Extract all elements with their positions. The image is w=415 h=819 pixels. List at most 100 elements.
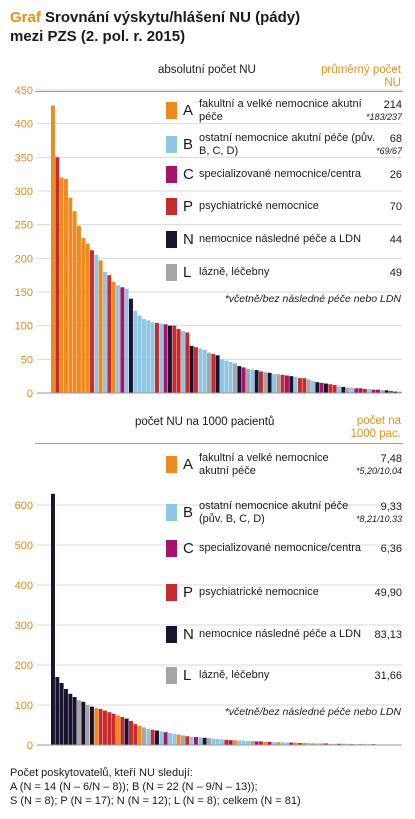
bar-L bbox=[77, 700, 81, 745]
y-tick-label: 150 bbox=[15, 287, 33, 299]
bar-C bbox=[254, 741, 259, 745]
legend-swatch bbox=[166, 198, 177, 215]
panel2-bar-chart: 0 100 200 300 400 500 600 bbox=[15, 493, 402, 752]
bar-B bbox=[150, 322, 155, 393]
y-tick-label: 300 bbox=[15, 620, 33, 632]
bar-P bbox=[185, 736, 190, 745]
bar-N bbox=[68, 693, 73, 745]
bar-B bbox=[189, 736, 194, 745]
bar-B bbox=[146, 729, 151, 745]
bar-P bbox=[133, 724, 138, 745]
bar-N bbox=[202, 737, 207, 745]
legend-name: ostatní nemocnice akutní péče (pův. B, C… bbox=[199, 132, 375, 157]
bar-A bbox=[81, 238, 86, 393]
bar-L bbox=[142, 727, 146, 745]
bar-N bbox=[254, 370, 259, 393]
bar-L bbox=[328, 743, 333, 745]
bar-N bbox=[384, 390, 389, 393]
bar-B bbox=[198, 348, 203, 393]
panel1-note: *včetně/bez následné péče nebo LDN bbox=[224, 293, 401, 305]
bar-P bbox=[259, 741, 263, 745]
bar-L bbox=[263, 372, 268, 393]
legend-letter: C bbox=[183, 166, 194, 183]
bar-P bbox=[328, 384, 333, 393]
bar-B bbox=[172, 733, 177, 745]
legend-value-main: 68 bbox=[389, 132, 402, 145]
title-line1: Srovnání výskytu/hlášení NU (pády) bbox=[45, 9, 301, 26]
bar-B bbox=[159, 731, 164, 745]
y-tick-label: 200 bbox=[15, 253, 33, 265]
bar-N bbox=[64, 689, 68, 745]
bar-B bbox=[124, 288, 129, 393]
legend-value: 70 bbox=[390, 201, 402, 213]
bar-B bbox=[220, 359, 224, 393]
bar-B bbox=[367, 388, 372, 393]
bar-L bbox=[397, 391, 402, 393]
panel2-note: *včetně/bez následné péče nebo LDN bbox=[224, 706, 401, 718]
legend-value-main: 214 bbox=[383, 98, 402, 111]
bar-P bbox=[155, 322, 159, 393]
bar-N bbox=[237, 366, 242, 393]
footer-line1: Počet poskytovatelů, kteří NU sledují: bbox=[10, 767, 193, 779]
bar-P bbox=[120, 717, 125, 745]
bar-B bbox=[224, 360, 229, 393]
bar-C bbox=[319, 382, 324, 393]
bar-B bbox=[215, 739, 220, 745]
bar-B bbox=[250, 369, 255, 393]
legend-value: 214 *183/237 bbox=[366, 99, 402, 123]
bar-A bbox=[293, 742, 298, 745]
bar-P bbox=[363, 388, 367, 393]
bar-P bbox=[172, 325, 177, 393]
bar-N bbox=[129, 298, 133, 393]
bar-B bbox=[94, 254, 99, 393]
bar-L bbox=[250, 741, 255, 745]
bar-N bbox=[189, 345, 194, 393]
bar-A bbox=[276, 742, 281, 745]
bar-N bbox=[51, 493, 55, 745]
bar-P bbox=[389, 390, 393, 393]
chart-title: Graf Srovnání výskytu/hlášení NU (pády) … bbox=[10, 8, 300, 46]
bar-A bbox=[94, 708, 99, 745]
legend-name: lázně, léčebny bbox=[199, 669, 270, 682]
bar-C bbox=[163, 324, 168, 393]
panel1-header-rule bbox=[35, 91, 403, 92]
bar-A bbox=[98, 260, 103, 393]
bar-A bbox=[116, 715, 120, 745]
bar-P bbox=[211, 353, 216, 393]
legend-value-main: 49,90 bbox=[374, 586, 402, 599]
legend-swatch bbox=[166, 102, 177, 119]
bar-C bbox=[371, 389, 376, 393]
legend-letter: L bbox=[183, 667, 192, 684]
bar-L bbox=[276, 374, 281, 393]
bar-A bbox=[341, 743, 346, 745]
bar-A bbox=[59, 177, 64, 393]
legend-swatch bbox=[166, 584, 177, 601]
legend-swatch bbox=[166, 667, 177, 684]
legend-value: 83,13 bbox=[374, 629, 402, 641]
bar-B bbox=[306, 743, 311, 745]
bar-A bbox=[68, 197, 73, 393]
legend-value-sub: *183/237 bbox=[365, 111, 402, 122]
bar-B bbox=[103, 271, 107, 393]
bar-B bbox=[168, 733, 172, 745]
bar-B bbox=[137, 315, 142, 393]
legend-letter: N bbox=[183, 626, 194, 643]
legend-name: fakultní a velké nemocnice akutní péče bbox=[199, 98, 362, 123]
legend-swatch bbox=[166, 166, 177, 183]
bar-A bbox=[64, 178, 68, 393]
legend-value-main: 26 bbox=[389, 168, 402, 181]
bar-C bbox=[285, 375, 289, 393]
bar-B bbox=[246, 741, 250, 745]
bar-P bbox=[224, 739, 229, 745]
bar-P bbox=[129, 721, 133, 745]
legend-letter: A bbox=[183, 102, 194, 119]
bar-L bbox=[207, 352, 211, 393]
y-tick-label: 300 bbox=[15, 186, 33, 198]
